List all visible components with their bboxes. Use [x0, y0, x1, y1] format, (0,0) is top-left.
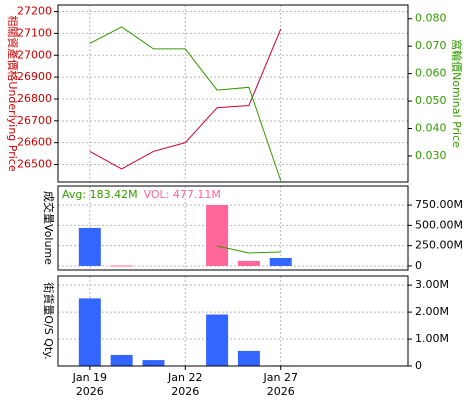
y-tick-label: 27100	[17, 26, 52, 39]
y-tick-label: 26500	[17, 158, 52, 171]
plot-frame	[57, 4, 409, 183]
x-tick-label: Jan 22	[167, 371, 202, 384]
y2-tick-label: 0.070	[415, 39, 447, 52]
y2-tick-label: 0.040	[415, 121, 447, 134]
x-tick-year: 2026	[76, 385, 104, 398]
y-tick-label: 0	[415, 259, 422, 272]
y-axis-title: 相關資產價格Underlying Price	[6, 15, 20, 171]
y-tick-label: 26700	[17, 114, 52, 127]
annotation: VOL: 477.11M	[144, 188, 221, 201]
y2-tick-label: 0.060	[415, 67, 447, 80]
y-tick-label: 26600	[17, 136, 52, 149]
y-tick-label: 500.00M	[415, 218, 463, 231]
y2-axis-title: 窩輪價Nominal Price	[450, 39, 464, 148]
y2-tick-label: 0.030	[415, 149, 447, 162]
x-tick-label: Jan 19	[72, 371, 107, 384]
bar	[206, 204, 229, 266]
y-tick-label: 26900	[17, 70, 52, 83]
y2-tick-label: 0.050	[415, 94, 447, 107]
bar	[269, 257, 292, 266]
bar	[142, 360, 165, 366]
bar	[78, 227, 101, 266]
y-tick-label: 27000	[17, 48, 52, 61]
x-tick-year: 2026	[171, 385, 199, 398]
x-tick-label: Jan 27	[263, 371, 298, 384]
bar	[110, 265, 133, 267]
y2-tick-label: 0.080	[415, 12, 447, 25]
line	[89, 28, 282, 170]
annotation: Avg: 183.42M	[62, 188, 138, 201]
bar	[110, 354, 133, 366]
bar	[206, 314, 229, 366]
y-tick-label: 1.00M	[415, 332, 449, 345]
y-tick-label: 3.00M	[415, 278, 449, 291]
bar	[237, 260, 260, 266]
y-tick-label: 27200	[17, 5, 52, 18]
y-tick-label: 2.00M	[415, 305, 449, 318]
plot-frame	[57, 185, 409, 271]
y-tick-label: 26800	[17, 92, 52, 105]
y-axis-title: 成交量Volume	[42, 191, 56, 265]
plot-frame	[57, 275, 409, 367]
line	[89, 26, 282, 181]
x-tick-year: 2026	[267, 385, 295, 398]
bar	[78, 298, 101, 366]
y-tick-label: 250.00M	[415, 239, 463, 252]
y-tick-label: 0	[415, 359, 422, 372]
bar	[237, 350, 260, 366]
line	[216, 245, 281, 254]
y-tick-label: 750.00M	[415, 198, 463, 211]
y-axis-title: 街貨量O/S Qty.	[42, 282, 56, 359]
